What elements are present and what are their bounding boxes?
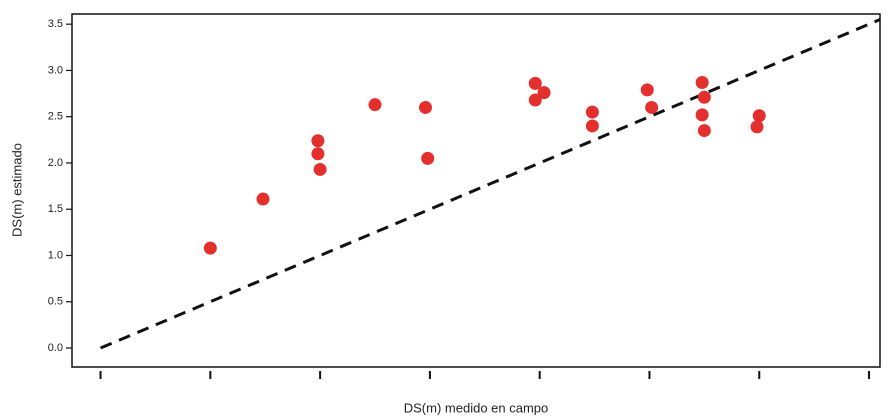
y-axis-title: DS(m) estimado [9, 143, 24, 237]
point [528, 76, 542, 90]
point [585, 105, 599, 119]
point [697, 124, 711, 138]
point [695, 75, 709, 89]
point [537, 86, 551, 100]
reference-line [99, 18, 881, 350]
point [585, 119, 599, 133]
point [419, 100, 432, 114]
point [697, 90, 711, 104]
point [311, 147, 325, 161]
point [750, 120, 764, 134]
y-tick-label: 3.0 [48, 64, 63, 76]
point [695, 108, 709, 122]
point [311, 134, 325, 148]
y-tick-label: 1.5 [48, 203, 63, 215]
y-tick-label: 0.5 [48, 296, 63, 308]
point [752, 109, 766, 123]
y-tick-label: 1.0 [48, 249, 63, 261]
point [640, 83, 654, 97]
point [421, 151, 435, 165]
y-tick-label: 2.5 [48, 111, 63, 123]
point [368, 98, 382, 112]
point [203, 241, 217, 255]
y-tick-label: 2.0 [48, 157, 63, 169]
point [645, 100, 659, 114]
y-tick-label: 0.0 [48, 342, 63, 354]
point [528, 93, 542, 107]
point [313, 162, 327, 176]
y-tick-label: 3.5 [48, 18, 63, 30]
plot-frame [71, 13, 881, 368]
x-axis-title: DS(m) medido en campo [404, 400, 549, 415]
point [256, 192, 270, 206]
